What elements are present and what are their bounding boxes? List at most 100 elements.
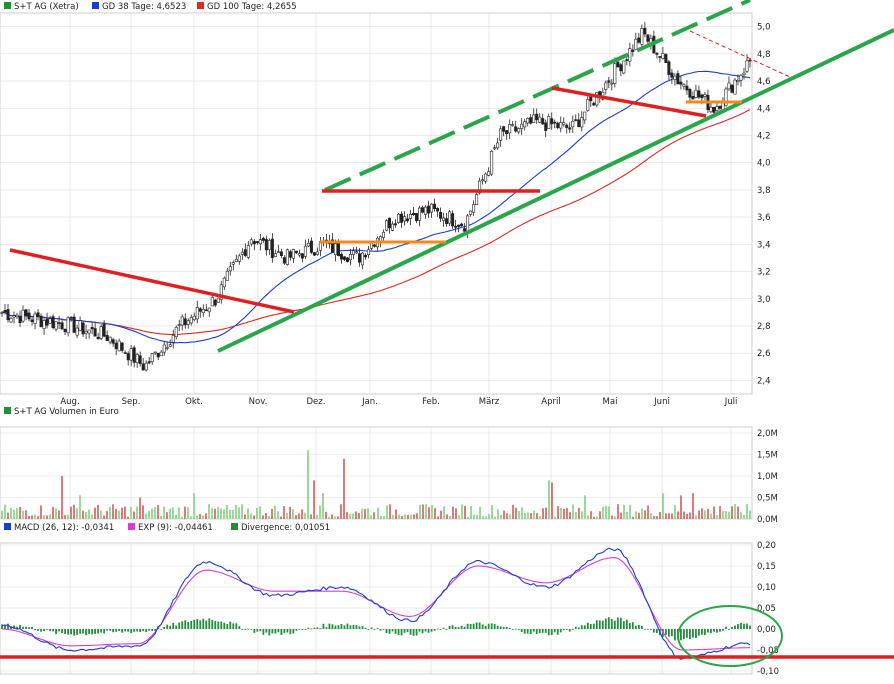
candle-body xyxy=(99,326,103,339)
volume-bar xyxy=(566,508,568,519)
candle-body xyxy=(225,270,229,281)
volume-bar xyxy=(271,508,273,519)
divergence-bar xyxy=(583,625,586,629)
gd38-line xyxy=(1,70,751,344)
volume-bar xyxy=(250,513,252,519)
candle-body xyxy=(228,266,232,272)
volume-bar xyxy=(476,514,478,519)
candle-body xyxy=(469,210,473,215)
volume-bar xyxy=(235,504,237,519)
volume-bars xyxy=(1,450,751,519)
divergence-bar xyxy=(367,629,370,630)
candle-body xyxy=(418,207,422,221)
candle-body xyxy=(312,252,316,256)
macd-tick-label: 0,15 xyxy=(757,562,776,572)
volume-bar xyxy=(614,516,616,519)
volume-bar xyxy=(265,512,267,519)
volume-bar xyxy=(497,509,499,519)
divergence-bar xyxy=(88,629,91,635)
volume-bar xyxy=(346,512,348,519)
candle-body xyxy=(676,73,680,85)
candle-body xyxy=(45,318,49,326)
divergence-bar xyxy=(181,621,184,629)
candle-body xyxy=(532,114,536,123)
divergence-bar xyxy=(40,629,42,632)
trend-support-line xyxy=(217,28,894,353)
candle-body xyxy=(0,312,4,314)
candle-body xyxy=(616,61,620,68)
volume-bar xyxy=(307,450,309,519)
divergence-bar xyxy=(304,629,307,630)
volume-bar xyxy=(392,514,394,519)
candle-body xyxy=(243,249,247,256)
price-tick-label: 4,2 xyxy=(757,131,771,141)
candle-body xyxy=(90,327,94,330)
divergence-bar xyxy=(172,622,175,629)
divergence-bar xyxy=(268,629,271,636)
divergence-bar xyxy=(541,629,544,633)
divergence-bar xyxy=(316,627,319,629)
volume-bar xyxy=(55,508,57,519)
month-label: Jan. xyxy=(361,397,378,407)
divergence-bar xyxy=(313,627,316,629)
divergence-bar xyxy=(655,629,658,634)
candle-body xyxy=(93,328,97,337)
volume-bar xyxy=(500,514,502,519)
divergence-bar xyxy=(331,624,334,629)
divergence-bar xyxy=(256,629,259,632)
volume-bar xyxy=(304,512,306,519)
candle-body xyxy=(135,354,139,363)
candle-body xyxy=(132,347,136,363)
volume-bar xyxy=(662,493,664,519)
volume-bar xyxy=(241,504,243,519)
divergence-bar xyxy=(529,629,532,635)
volume-bar xyxy=(52,506,54,519)
volume-bar xyxy=(46,515,48,519)
candle-body xyxy=(424,206,428,215)
divergence-bar xyxy=(722,629,724,631)
divergence-bar xyxy=(274,629,277,634)
candle-body xyxy=(114,342,118,349)
divergence-bar xyxy=(520,629,523,633)
candle-body xyxy=(628,48,632,62)
divergence-bar xyxy=(628,623,631,629)
divergence-bar xyxy=(298,629,301,630)
legend-exp-label: EXP (9): -0,04461 xyxy=(138,523,213,533)
candle-body xyxy=(150,353,154,363)
volume-bar xyxy=(301,509,303,519)
candle-body xyxy=(87,329,91,334)
divergence-bar xyxy=(505,626,508,629)
candle-body xyxy=(679,81,683,85)
volume-bar xyxy=(458,515,460,519)
candle-body xyxy=(571,120,575,128)
legend-swatch-macd xyxy=(4,523,11,530)
divergence-bar xyxy=(223,622,226,629)
divergence-bar xyxy=(556,629,559,635)
divergence-bar xyxy=(728,629,730,630)
volume-tick-label: 0,5M xyxy=(757,494,778,504)
volume-bar xyxy=(193,493,195,519)
divergence-bar xyxy=(445,629,448,630)
candle-body xyxy=(664,54,668,64)
divergence-bar xyxy=(472,623,475,629)
volume-bar xyxy=(268,515,270,519)
volume-bar xyxy=(530,512,532,519)
volume-bar xyxy=(701,508,703,519)
divergence-bar xyxy=(568,629,571,632)
divergence-bar xyxy=(340,624,343,629)
candle-body xyxy=(192,315,196,321)
divergence-bar xyxy=(109,629,112,631)
candle-body xyxy=(156,352,160,358)
volume-bar xyxy=(707,508,709,519)
candle-body xyxy=(237,255,241,262)
divergence-bar xyxy=(463,626,466,629)
month-label: Dez. xyxy=(307,397,326,407)
candle-body xyxy=(748,59,752,62)
candle-body xyxy=(222,277,226,288)
volume-bar xyxy=(467,516,469,519)
candle-body xyxy=(144,362,148,371)
volume-bar xyxy=(572,504,574,519)
volume-bar xyxy=(10,507,12,519)
divergence-bar xyxy=(16,626,18,629)
candle-body xyxy=(607,80,611,83)
